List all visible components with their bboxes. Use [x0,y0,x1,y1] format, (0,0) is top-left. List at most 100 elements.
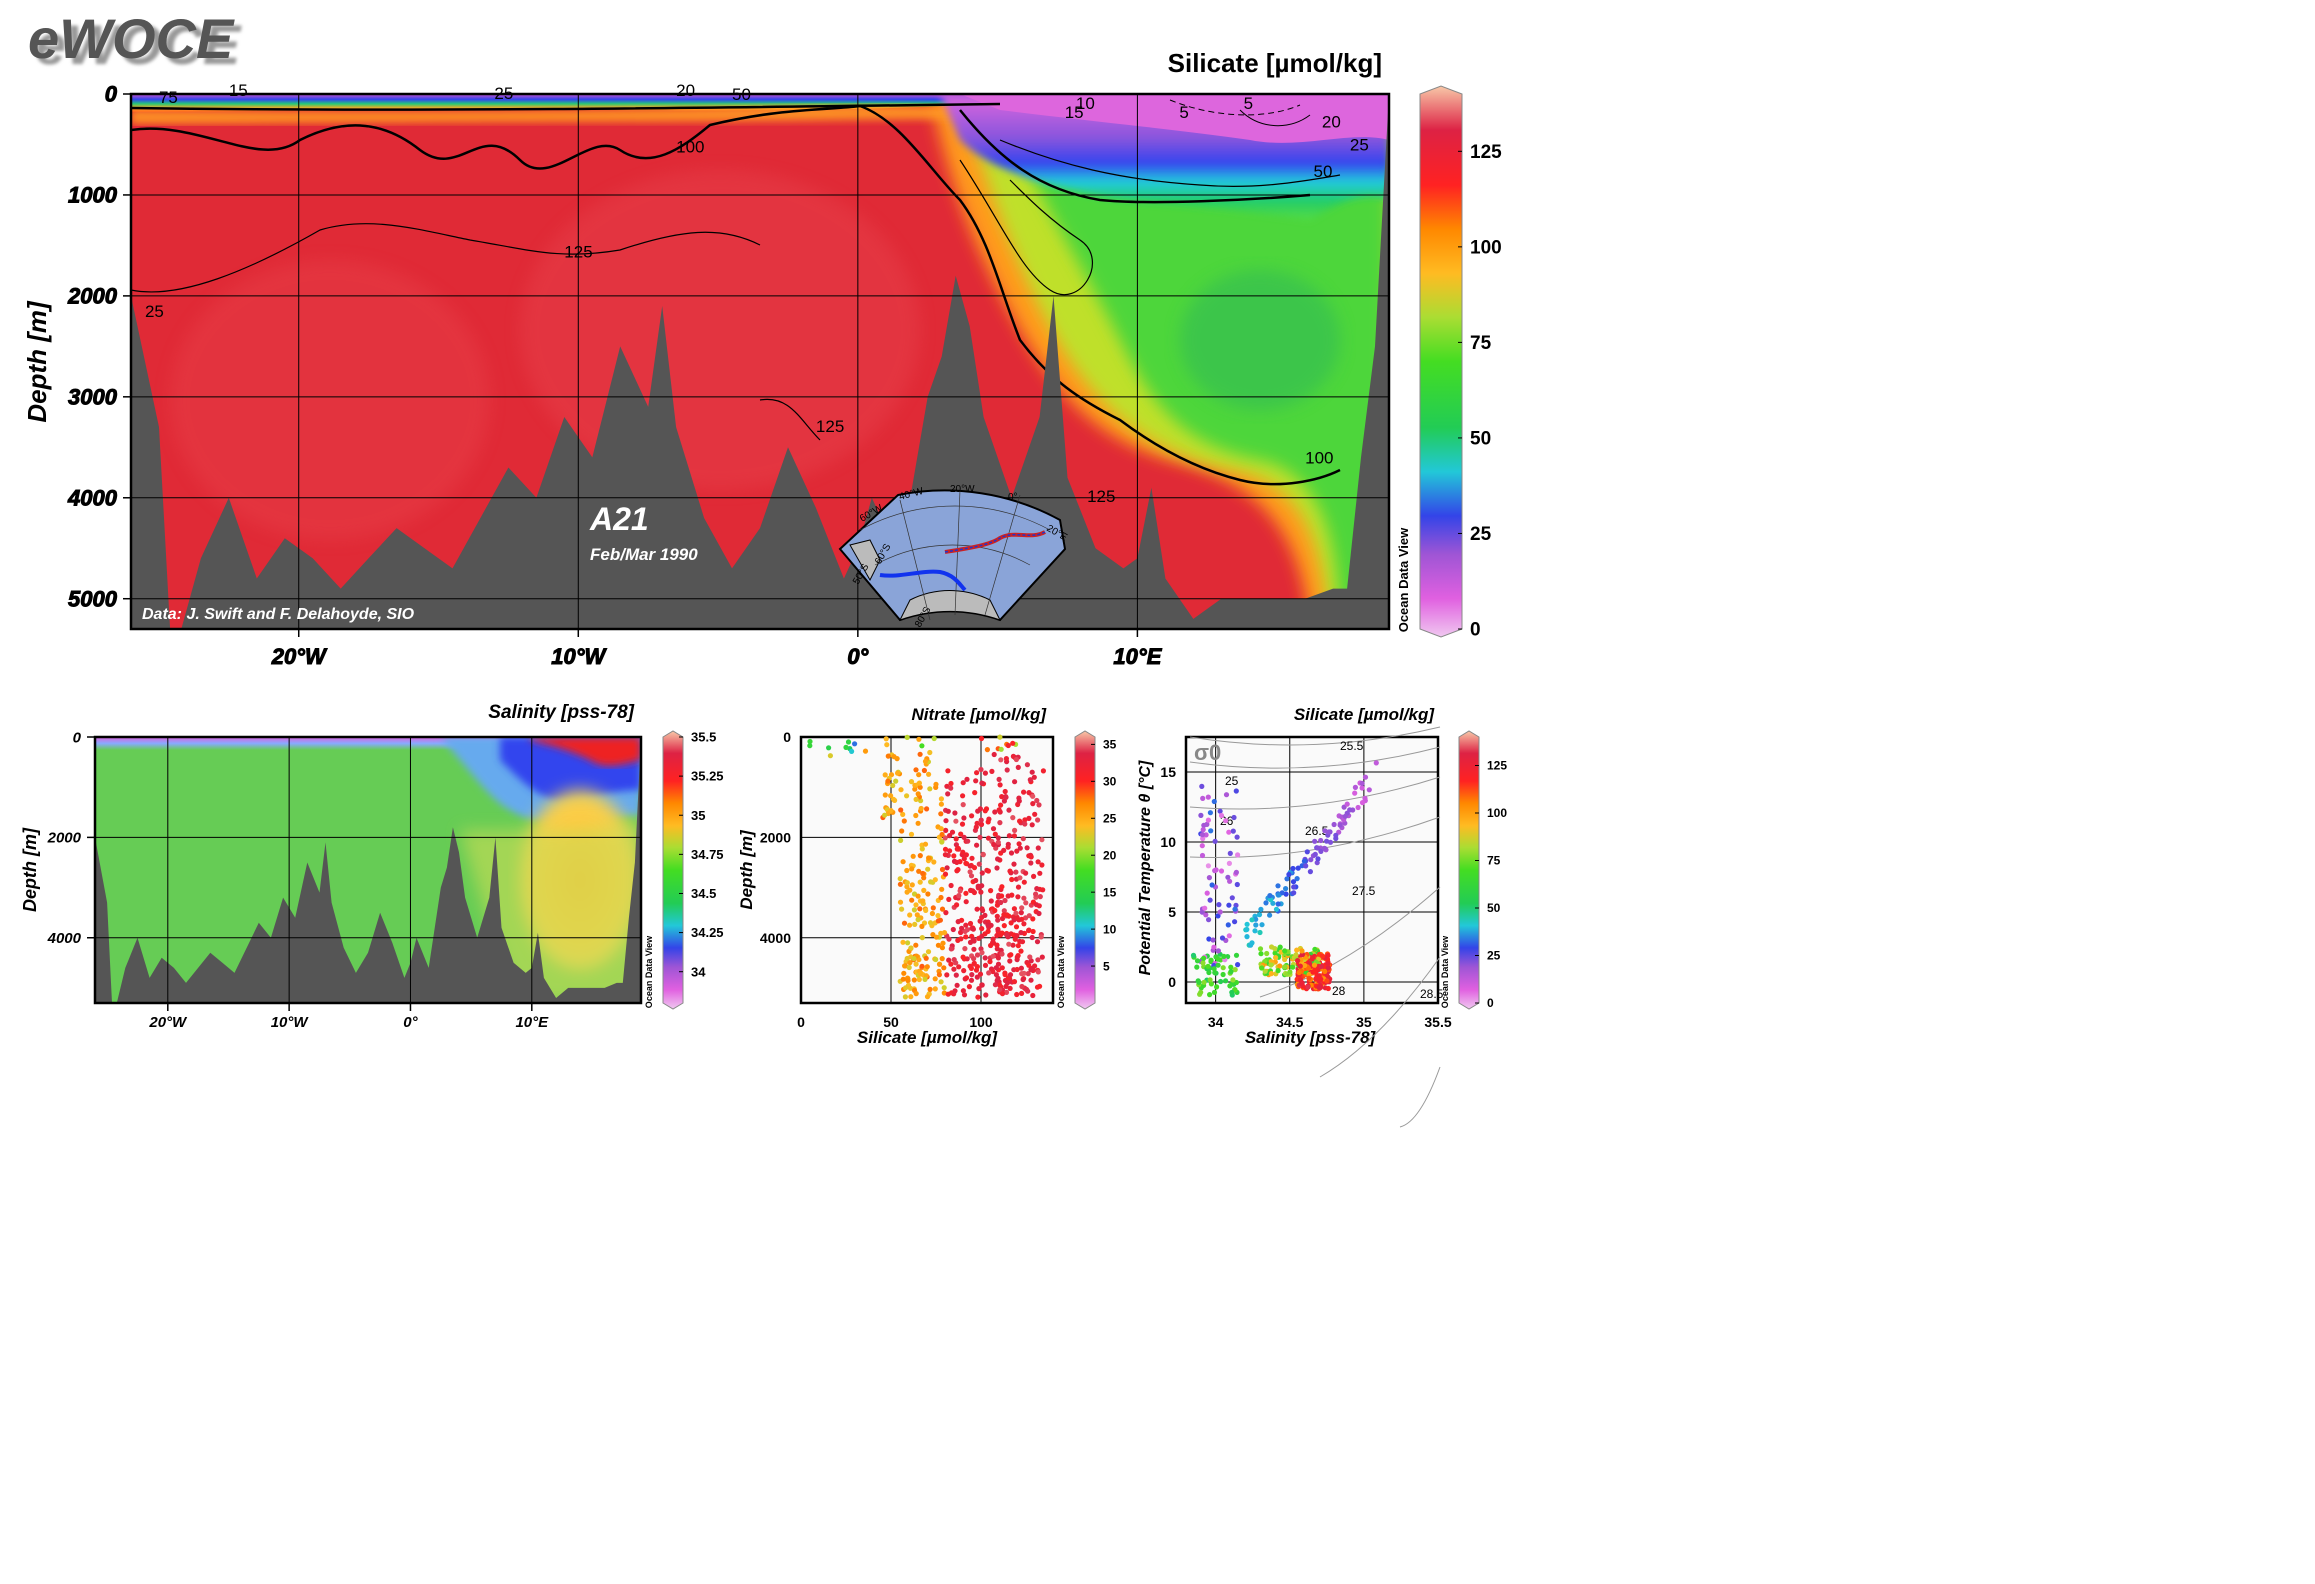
nitrate-point [1009,892,1015,898]
nitrate-point [1034,939,1041,945]
ts-point [1299,948,1305,954]
ts-point [1233,869,1239,876]
nitrate-point [939,831,945,838]
ts-point [1312,851,1318,858]
nitrate-point [900,976,906,982]
nitrate-point [1003,794,1009,800]
ts-point [1218,978,1224,985]
nitrate-point [938,801,945,807]
nitrate-point [932,976,938,982]
nitrate-point [995,975,1001,982]
nitrate-point [1009,876,1015,883]
ts-point [1200,795,1206,802]
ts-point [1258,906,1264,913]
nitrate-point [975,994,981,1000]
ts-point [1291,884,1297,890]
ts-point [1208,981,1214,987]
nitrate-point [913,991,919,997]
main-cb-label: 50 [1470,429,1491,450]
ts-point [1277,963,1283,969]
nitrate-point [947,848,953,854]
nitrate-point [999,951,1005,957]
ts-point [1301,858,1307,864]
nitrate-point [967,920,974,927]
main-xtick-label: 20°W [271,644,328,669]
nitrate-point [1002,972,1008,978]
nitrate-point [1015,884,1022,890]
nitrate-point [902,963,908,969]
contour-label: 50 [732,85,751,104]
isopycnal-label: 27.5 [1352,884,1376,898]
nit-cb-label: 5 [1103,959,1110,973]
ts-point [1315,845,1321,851]
nitrate-point [968,873,975,879]
ts-ytick-label: 15 [1160,764,1176,780]
ts-point [1200,836,1206,842]
nitrate-point [900,811,906,818]
nitrate-point [977,834,983,841]
ts-point [1232,919,1238,925]
nitrate-point [917,879,923,885]
nitrate-point [912,921,918,928]
nitrate-point [827,753,834,759]
nitrate-point [1029,934,1035,941]
contour-label: 25 [494,84,513,103]
nitrate-point [917,751,923,757]
isopycnal-label: 28.5 [1420,987,1444,1001]
ts-point [1291,890,1297,896]
contour-label: 125 [564,243,592,262]
contour-label: 75 [159,88,178,107]
nitrate-point [943,818,949,824]
nitrate-point [953,972,959,978]
ts-point [1223,792,1230,798]
ts-title: Silicate [µmol/kg] [1294,705,1435,724]
nitrate-point [963,852,970,858]
ts-point [1331,821,1337,828]
nitrate-point [931,735,937,742]
nitrate-point [1035,845,1041,851]
ts-point [1273,955,1279,961]
ts-point [1342,813,1348,819]
nitrate-point [1030,801,1036,807]
contour-label: 20 [676,81,695,100]
nitrate-point [933,956,939,963]
nitrate-point [974,952,981,958]
ts-point [1217,808,1223,814]
ts-point [1268,897,1274,903]
nitrate-point [941,965,947,971]
ts-point [1309,956,1315,962]
nitrate-ytick-label: 2000 [760,829,791,845]
ts-point [1327,839,1334,845]
nitrate-point [968,977,975,983]
ts-point [1219,935,1226,941]
main-cb-label: 25 [1470,524,1492,545]
nitrate-point [913,796,919,803]
ts-point [1249,940,1255,946]
nitrate-point [974,842,980,848]
nitrate-point [935,942,942,948]
ts-point [1282,956,1288,963]
nitrate-point [926,855,932,861]
salinity-grid: 20°W 10°W 0° 10°E 0 2000 4000 [47,729,643,1031]
nitrate-point [1010,740,1016,746]
nitrate-point [900,939,906,945]
ts-point [1206,936,1212,942]
nitrate-point [897,881,904,887]
ts-cb-label: 75 [1487,854,1501,868]
nitrate-point [1035,969,1041,975]
nitrate-point [998,757,1004,763]
nitrate-point [1027,777,1033,783]
nitrate-point [890,796,897,803]
nitrate-point [1026,927,1032,933]
nitrate-point [997,982,1003,988]
nitrate-point [955,845,961,852]
nitrate-point [899,828,905,834]
nitrate-point [962,946,968,952]
nitrate-point [913,942,919,948]
ts-point [1227,878,1233,884]
nitrate-point [1021,879,1027,885]
nitrate-point [888,793,894,799]
nitrate-point [1030,992,1036,999]
nitrate-point [971,960,977,966]
